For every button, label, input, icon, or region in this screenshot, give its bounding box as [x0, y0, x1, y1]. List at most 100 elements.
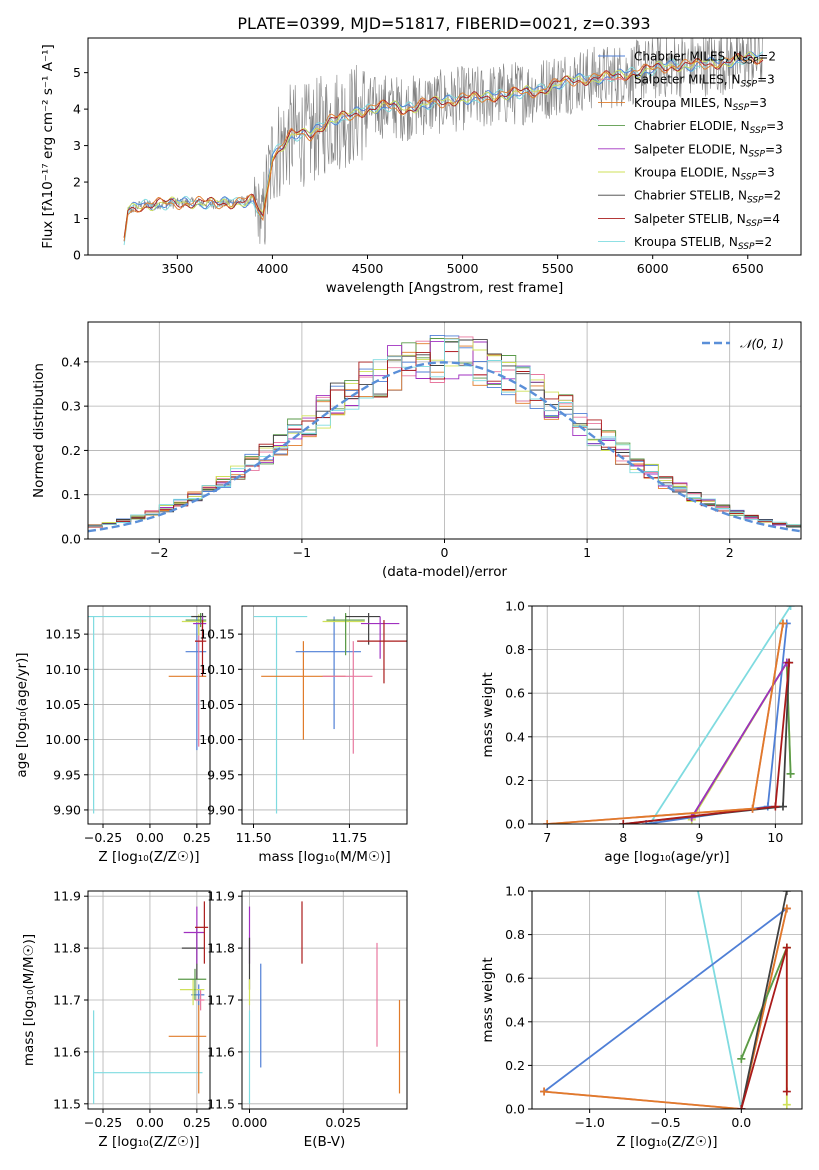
weight-line-salpeter_miles: [547, 623, 784, 824]
y-tick-label: 10.15: [45, 627, 81, 642]
x-axis-label: E(B-V): [304, 1134, 346, 1150]
legend-entry: Salpeter STELIB, NSSP=4: [634, 212, 780, 229]
panel-weight_vs_age: 7 8 9 10 0.0 0.2 0.4 0.6 0.8 1.0 age [log₁₀(age/yr…: [480, 599, 803, 865]
legend: 𝒩(0, 1): [702, 337, 784, 351]
x-tick-label: 2: [726, 545, 734, 560]
axes-frame: [87, 605, 211, 825]
y-tick-label: 11.7: [207, 993, 235, 1008]
x-tick-label: 9: [695, 830, 703, 845]
y-tick-label: 1.0: [505, 599, 525, 614]
legend-count: =4: [762, 212, 780, 226]
y-tick-label: 0.4: [505, 1014, 525, 1029]
weight-marker-chabrier_stelib: [782, 891, 791, 895]
y-tick-label: 11.5: [53, 1096, 81, 1111]
y-tick-label: 11.6: [53, 1044, 81, 1059]
weight-marker-kroupa_miles: [540, 1087, 549, 1096]
y-tick-label: 10.10: [199, 662, 235, 677]
weight-marker-salpeter_stelib: [737, 1105, 746, 1109]
x-tick-label: −2: [150, 545, 168, 560]
legend-entry: Kroupa ELODIE, NSSP=3: [634, 166, 775, 183]
legend-subscript: SSP: [747, 196, 764, 206]
y-axis-label: Normed distribution: [31, 363, 47, 498]
axes-frame: [531, 605, 803, 825]
x-tick-label: 0.00: [136, 1115, 164, 1130]
x-tick-label: 11.50: [236, 830, 272, 845]
legend-subscript: SSP: [750, 126, 767, 136]
panel-mass_vs_ebv: 0.000 0.025 11.5 11.6 11.7 11.8 11.9 E(B-V): [207, 889, 408, 1150]
y-axis-label: age [log₁₀(age/yr)]: [14, 652, 30, 777]
x-tick-label: 0.000: [232, 1115, 268, 1130]
legend-entry: Salpeter ELODIE, NSSP=3: [634, 142, 783, 159]
y-tick-label: 0.4: [61, 354, 81, 369]
y-tick-label: 0.2: [505, 773, 525, 788]
y-tick-label: 10.00: [45, 732, 81, 747]
model-line-kroupa_stelib: [123, 51, 764, 246]
weight-marker-kroupa_stelib: [692, 876, 700, 884]
y-tick-label: 11.9: [53, 889, 81, 904]
x-tick-label: 0.025: [325, 1115, 361, 1130]
weight-line-salpeter_elodie: [690, 662, 788, 818]
y-tick-label: 10.10: [45, 662, 81, 677]
weight-line-kroupa_stelib: [649, 606, 792, 824]
y-tick-label: 0: [73, 248, 81, 263]
x-tick-label: 4000: [257, 261, 289, 276]
y-tick-label: 9.95: [207, 767, 235, 782]
legend-count: =3: [757, 73, 775, 87]
y-tick-label: 4: [73, 102, 81, 117]
legend-count: =2: [764, 189, 782, 203]
y-tick-label: 10.00: [199, 732, 235, 747]
plot-area: [248, 901, 401, 1104]
model-line-kroupa_miles: [123, 54, 764, 242]
legend-subscript: SSP: [742, 57, 759, 67]
legend-subscript: SSP: [741, 173, 758, 183]
axes-frame: [241, 605, 408, 825]
y-tick-label: 11.6: [207, 1044, 235, 1059]
weight-line-chabrier_miles: [543, 907, 788, 1093]
x-tick-label: 0.0: [731, 1115, 751, 1130]
x-tick-label: 8: [619, 830, 627, 845]
legend-entry: Chabrier MILES, NSSP=2: [634, 50, 776, 67]
x-tick-label: 0.25: [183, 1115, 211, 1130]
y-tick-label: 0.0: [61, 532, 81, 547]
y-tick-label: 0.8: [505, 927, 525, 942]
x-tick-label: −1.0: [574, 1115, 604, 1130]
plot-area: [88, 334, 801, 533]
legend-entry: Chabrier ELODIE, NSSP=3: [634, 119, 784, 136]
legend-count: =2: [754, 235, 772, 249]
x-tick-label: 5500: [542, 261, 574, 276]
y-tick-label: 1.0: [505, 884, 525, 899]
histogram-kroupa_stelib: [88, 338, 801, 527]
legend-subscript: SSP: [748, 149, 765, 159]
weight-marker-salpeter_stelib: [782, 1087, 791, 1096]
y-tick-label: 9.90: [207, 802, 235, 817]
x-tick-label: −0.25: [84, 830, 122, 845]
x-axis-label: wavelength [Angstrom, rest frame]: [326, 280, 564, 296]
y-tick-label: 11.9: [207, 889, 235, 904]
panel-mass_vs_Z: −0.25 0.00 0.25 11.5 11.6 11.7 11.8 11.9 Z [log₁…: [21, 889, 211, 1150]
y-tick-label: 9.90: [53, 802, 81, 817]
figure-title: PLATE=0399, MJD=51817, FIBERID=0021, z=0…: [237, 14, 650, 33]
weight-marker-kroupa_stelib: [786, 606, 795, 610]
legend: Chabrier MILES, NSSP=2 Salpeter MILES, NS…: [598, 50, 784, 252]
x-tick-label: 5000: [447, 261, 479, 276]
plot-area: [540, 876, 791, 1109]
panel-age_vs_Z: −0.25 0.00 0.25 9.90 9.95 10.00 10.05 10.10 10.1…: [14, 605, 211, 865]
weight-marker-kroupa_miles: [782, 904, 791, 913]
axes-frame: [531, 890, 803, 1110]
y-tick-label: 0.2: [61, 443, 81, 458]
y-tick-label: 0.0: [505, 1102, 525, 1117]
y-tick-label: 11.5: [207, 1096, 235, 1111]
plot-area: [543, 606, 795, 824]
weight-marker-salpeter_stelib: [785, 658, 794, 667]
legend-subscript: SSP: [733, 103, 750, 113]
legend-entry: Chabrier STELIB, NSSP=2: [634, 189, 781, 206]
y-tick-label: 0.6: [505, 971, 525, 986]
x-axis-label: Z [log₁₀(Z/Z☉)]: [98, 1134, 199, 1150]
panel-age_vs_mass: 11.50 11.75 9.90 9.95 10.00 10.05 10.10 10.15 ma…: [199, 605, 408, 865]
y-tick-label: 11.7: [53, 993, 81, 1008]
y-axis-label: Flux [fλ10⁻¹⁷ erg cm⁻² s⁻¹ A⁻¹]: [40, 44, 56, 249]
panel-spectrum: 3500 4000 4500 5000 5500 6000 6500 0 1 2 3 4 5 wavele…: [40, 37, 802, 296]
x-tick-label: 0.25: [183, 830, 211, 845]
x-tick-label: 6000: [637, 261, 669, 276]
